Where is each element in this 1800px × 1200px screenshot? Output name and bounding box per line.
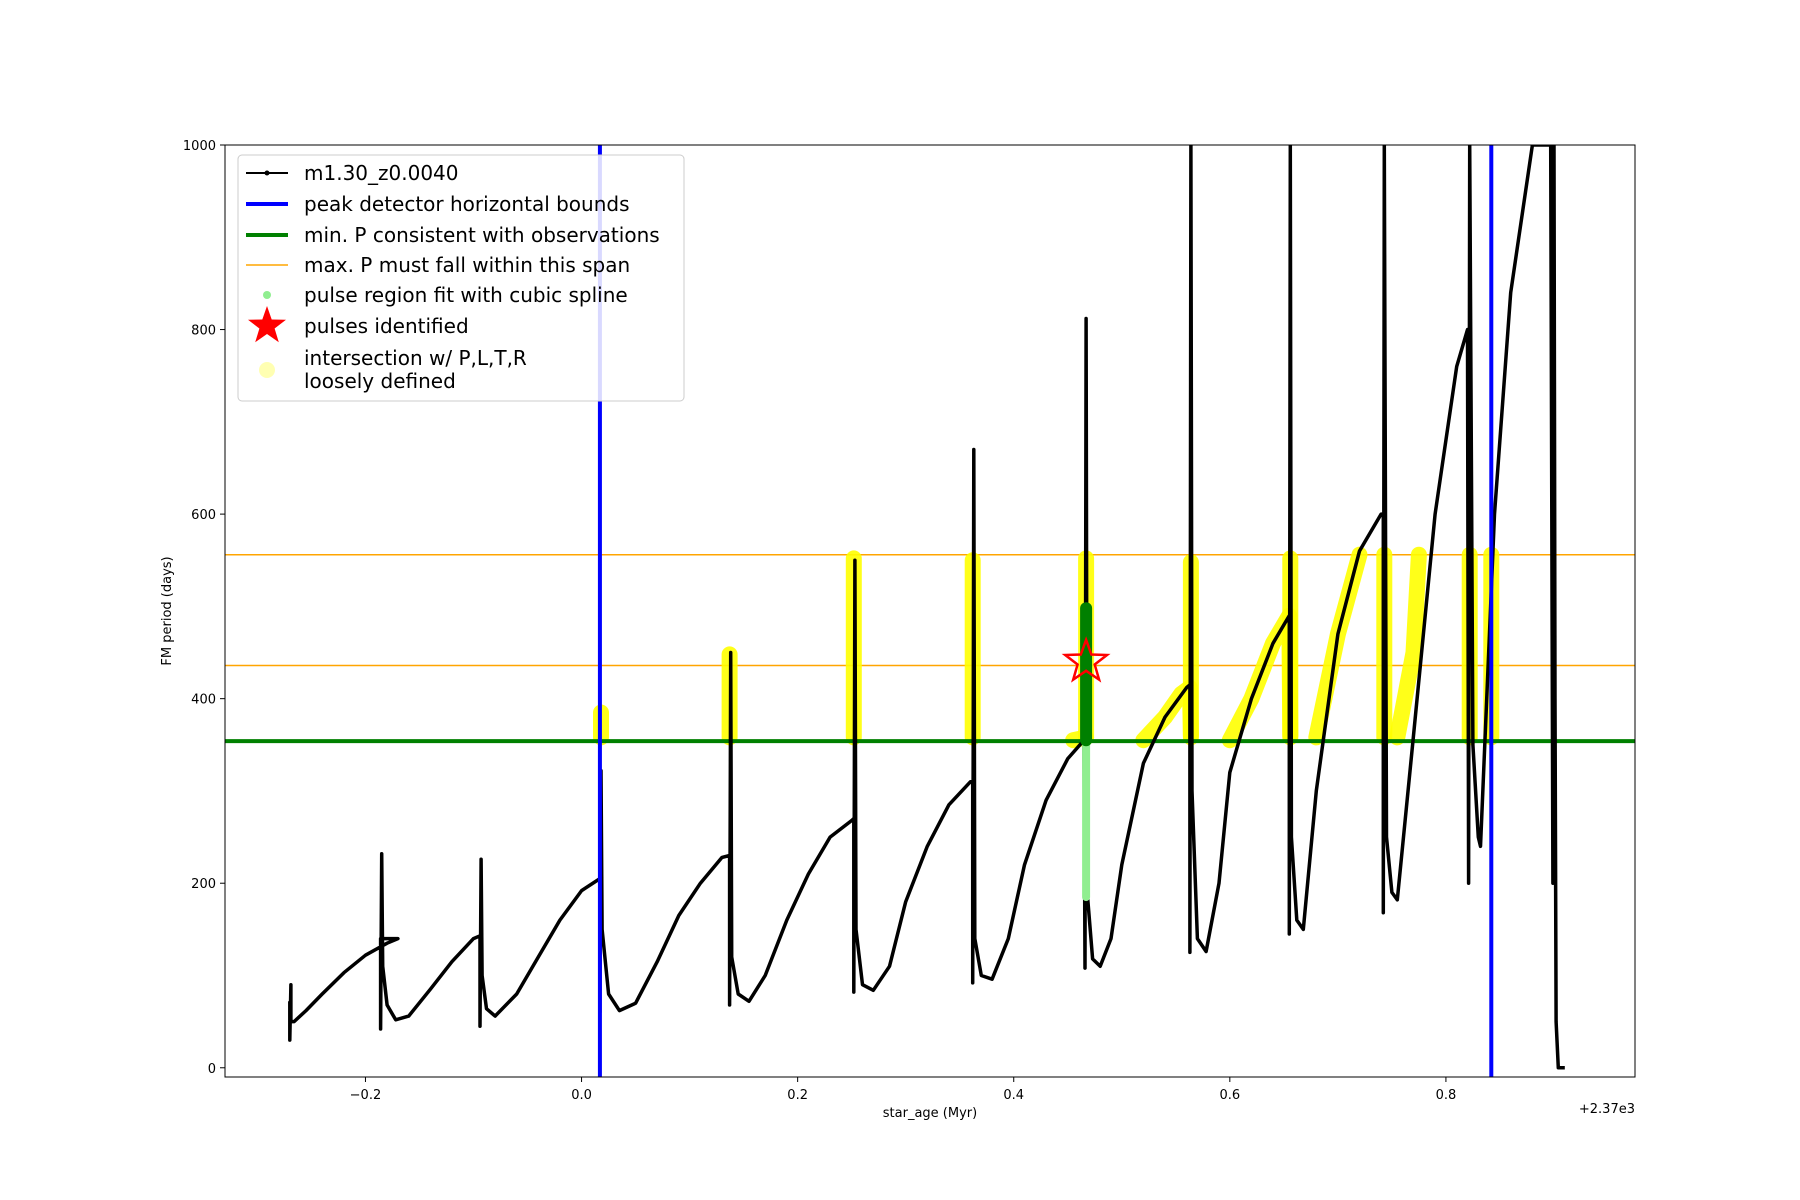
- legend-handle-pulse: [248, 306, 286, 343]
- intersection-region-12: [1389, 546, 1427, 746]
- legend-box: [237, 154, 685, 402]
- legend-label-pulse: pulses identified: [304, 314, 469, 338]
- legend-handle-track-marker: [264, 170, 270, 176]
- legend-label-bounds: peak detector horizontal bounds: [304, 192, 630, 216]
- legend-label-intersection: intersection w/ P,L,T,R: [304, 346, 527, 370]
- plot-frame: [224, 144, 1636, 1078]
- legend-label-min_period: min. P consistent with observations: [304, 223, 660, 247]
- y-tick-label-5: 1000: [183, 139, 216, 154]
- y-axis-label: FM period (days): [160, 556, 175, 665]
- x-tick-label-2: 0.2: [787, 1088, 808, 1103]
- x-tick-label-5: 0.8: [1436, 1088, 1457, 1103]
- x-tick-label-4: 0.6: [1219, 1088, 1240, 1103]
- y-tick-label-1: 200: [191, 877, 216, 892]
- track-series-line: [288, 145, 1565, 1070]
- x-tick-label-1: 0.0: [571, 1088, 592, 1103]
- x-axis: −0.2 0.0 0.2 0.4 0.6 0.8: [350, 1077, 1457, 1103]
- x-axis-label: star_age (Myr): [883, 1106, 977, 1121]
- legend-label-track: m1.30_z0.0040: [304, 161, 459, 185]
- legend-label-max_period_span: max. P must fall within this span: [304, 253, 630, 277]
- x-offset-label: +2.37e3: [1579, 1102, 1635, 1117]
- x-tick-label-0: −0.2: [350, 1088, 382, 1103]
- y-tick-label-4: 800: [191, 324, 216, 339]
- pulse-star-0: [1061, 636, 1111, 683]
- legend-label-intersection-2: loosely defined: [304, 369, 456, 393]
- y-tick-label-0: 0: [208, 1062, 216, 1077]
- x-tick-label-3: 0.4: [1003, 1088, 1024, 1103]
- y-tick-label-3: 600: [191, 508, 216, 523]
- plot-area: [225, 145, 1635, 1077]
- y-axis: 0 200 400 600 800 1000: [183, 139, 225, 1077]
- y-tick-label-2: 400: [191, 693, 216, 708]
- legend-handle-spline: [263, 291, 271, 299]
- legend-handle-intersection: [259, 362, 275, 378]
- legend-label-spline: pulse region fit with cubic spline: [304, 283, 628, 307]
